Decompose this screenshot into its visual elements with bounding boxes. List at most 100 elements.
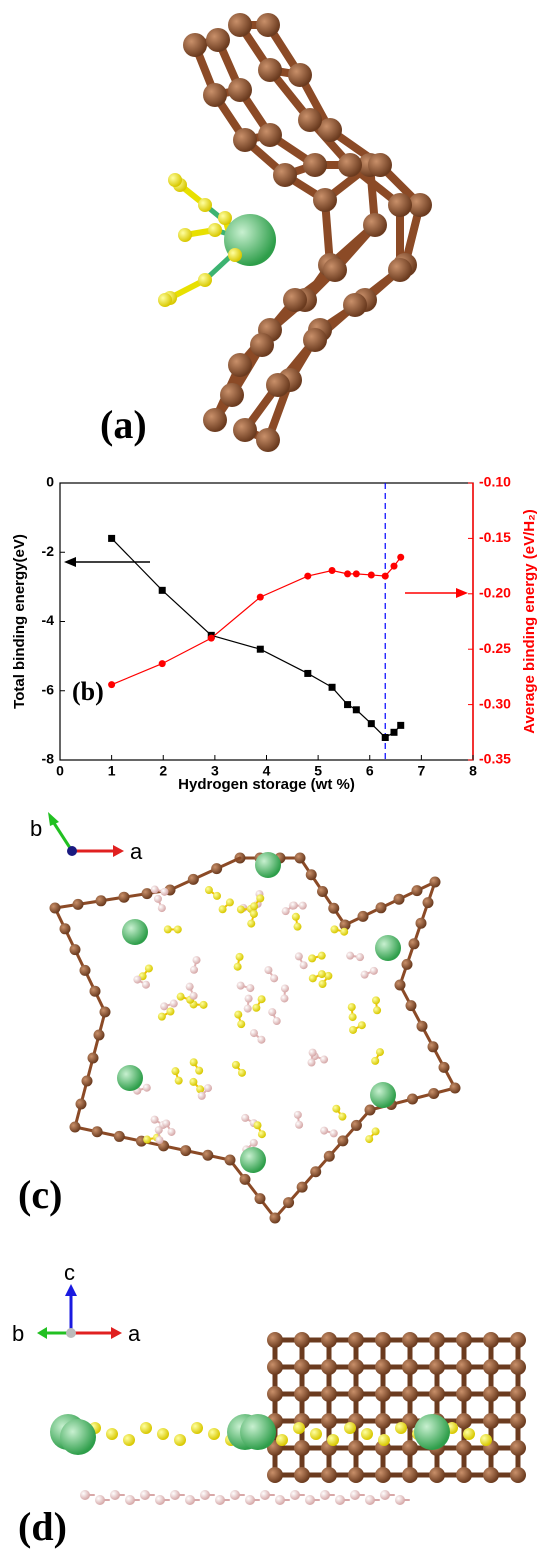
- atom: [510, 1386, 526, 1402]
- atom: [321, 1386, 337, 1402]
- atom: [430, 877, 441, 888]
- atom: [510, 1359, 526, 1375]
- atom: [233, 128, 257, 152]
- atom: [255, 852, 281, 878]
- atom: [158, 293, 172, 307]
- atom: [294, 1386, 310, 1402]
- atom: [281, 984, 289, 992]
- atom: [244, 1005, 252, 1013]
- atom: [327, 1434, 339, 1446]
- atom: [483, 1359, 499, 1375]
- atom: [198, 198, 212, 212]
- atom: [358, 911, 369, 922]
- atom: [299, 902, 307, 910]
- atom: [343, 293, 367, 317]
- atom: [510, 1467, 526, 1483]
- atom: [164, 925, 172, 933]
- atom: [246, 984, 254, 992]
- atom: [203, 408, 227, 432]
- atom: [170, 1000, 178, 1008]
- atom: [428, 1041, 439, 1052]
- atom: [306, 869, 317, 880]
- atom: [330, 1129, 338, 1137]
- atom: [510, 1413, 526, 1429]
- atom: [166, 1008, 174, 1016]
- atom: [266, 373, 290, 397]
- atom: [323, 258, 347, 282]
- atom: [125, 1495, 135, 1505]
- atom: [200, 1490, 210, 1500]
- atom: [228, 248, 242, 262]
- point: [397, 722, 404, 729]
- atom: [429, 1359, 445, 1375]
- point: [382, 734, 389, 741]
- atom: [348, 1440, 364, 1456]
- atom: [155, 1495, 165, 1505]
- point: [397, 554, 404, 561]
- panel-label: (d): [18, 1504, 67, 1549]
- atom: [346, 952, 354, 960]
- x-tick-label: 7: [417, 763, 425, 779]
- atom: [293, 1422, 305, 1434]
- atom: [480, 1434, 492, 1446]
- atom: [335, 1495, 345, 1505]
- x-tick-label: 2: [159, 763, 167, 779]
- atom: [206, 28, 230, 52]
- atom: [267, 1359, 283, 1375]
- atom: [267, 1467, 283, 1483]
- atom: [348, 1003, 356, 1011]
- atom: [349, 1026, 357, 1034]
- atom: [388, 258, 412, 282]
- atom: [237, 1020, 245, 1028]
- atom: [294, 1332, 310, 1348]
- atom: [233, 418, 257, 442]
- atom: [402, 1467, 418, 1483]
- atom: [376, 902, 387, 913]
- atom: [226, 898, 234, 906]
- atom: [429, 1332, 445, 1348]
- atom: [186, 983, 194, 991]
- atom: [183, 33, 207, 57]
- point: [391, 729, 398, 736]
- atom: [151, 886, 159, 894]
- point: [353, 706, 360, 713]
- atom: [70, 1122, 81, 1133]
- atom: [417, 1021, 428, 1032]
- atom: [394, 894, 405, 905]
- atom: [96, 895, 107, 906]
- atom: [268, 1008, 276, 1016]
- atom: [123, 1434, 135, 1446]
- atom: [283, 1197, 294, 1208]
- atom: [297, 1182, 308, 1193]
- atom: [70, 944, 81, 955]
- atom: [375, 1467, 391, 1483]
- atom: [256, 13, 280, 37]
- atom: [351, 1120, 362, 1131]
- atom: [219, 905, 227, 913]
- atom: [162, 1119, 170, 1127]
- atom: [510, 1440, 526, 1456]
- atom: [310, 1428, 322, 1440]
- atom: [50, 903, 61, 914]
- atom: [160, 1002, 168, 1010]
- atom: [273, 163, 297, 187]
- atom: [371, 1057, 379, 1065]
- point: [353, 570, 360, 577]
- atom: [318, 952, 326, 960]
- atom: [240, 1174, 251, 1185]
- atom: [324, 1151, 335, 1162]
- atom: [250, 1139, 258, 1147]
- atom: [241, 1114, 249, 1122]
- atom: [375, 1332, 391, 1348]
- atom: [310, 1166, 321, 1177]
- y2-tick-label: -0.35: [479, 751, 511, 767]
- bond: [170, 858, 240, 890]
- atom: [305, 1495, 315, 1505]
- y2-axis-title: Average binding energy (eV/H₂): [521, 509, 538, 734]
- point: [391, 563, 398, 570]
- atom: [330, 925, 338, 933]
- atom: [250, 1029, 258, 1037]
- atom: [245, 1495, 255, 1505]
- atom: [340, 928, 348, 936]
- atom: [90, 986, 101, 997]
